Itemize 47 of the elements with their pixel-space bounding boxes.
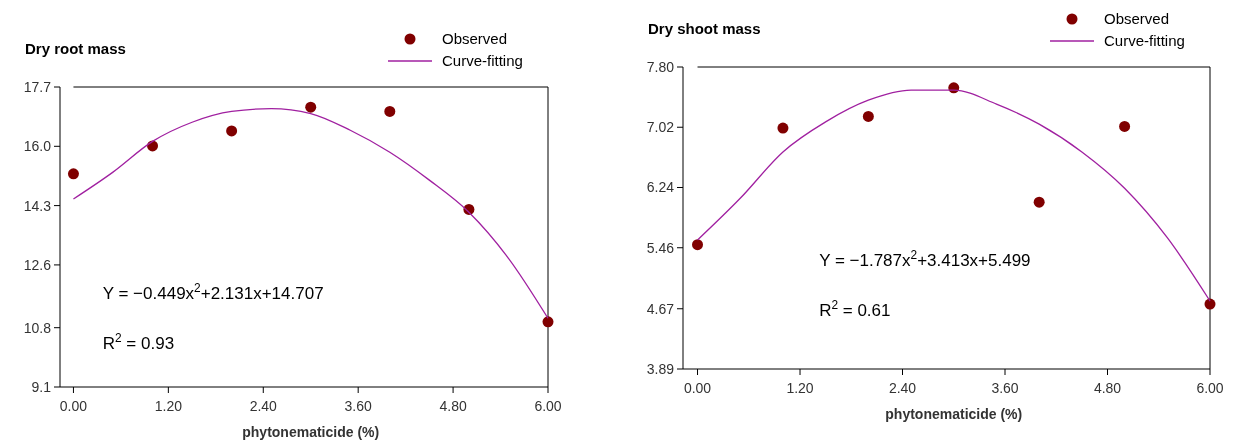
- point: [67, 168, 79, 180]
- y-tick-label: 6.24: [646, 179, 675, 196]
- y-tick-label: 12.6: [23, 256, 52, 273]
- point: [1119, 120, 1131, 132]
- x-tick-label: 3.60: [991, 380, 1019, 396]
- legend-label: Observed: [1104, 10, 1170, 28]
- annotation: Y = −0.449x$^{2}$+2.131x+14.707: [102, 281, 324, 303]
- point: [777, 122, 789, 134]
- legend-label: Curve-fitting: [442, 52, 523, 70]
- annotation: Y = −1.787x$^{2}$+3.413x+5.499: [819, 248, 1031, 270]
- y-tick-label: 10.8: [23, 319, 52, 336]
- x-tick-label: 3.60: [344, 398, 373, 414]
- annotation: R$^{2}$ = 0.93: [102, 331, 175, 353]
- x-axis-title: phytonematicide (%): [242, 424, 380, 440]
- y-tick-label: 17.7: [23, 78, 52, 95]
- point: [384, 105, 396, 117]
- point: [1033, 196, 1045, 208]
- y-tick-label: 14.3: [23, 197, 52, 214]
- y-tick-label: 3.89: [646, 360, 675, 377]
- x-tick-label: 4.80: [1093, 380, 1122, 396]
- point: [226, 125, 238, 137]
- chart-title: Dry root mass: [25, 40, 126, 57]
- y-tick-label: 16.0: [23, 138, 52, 155]
- legend-label: Curve-fitting: [1104, 32, 1185, 50]
- point: [862, 110, 874, 122]
- x-axis-title: phytonematicide (%): [885, 406, 1023, 422]
- x-tick-label: 4.80: [439, 398, 467, 414]
- y-tick-label: 7.80: [646, 58, 675, 75]
- x-tick-label: 2.40: [249, 398, 278, 414]
- point: [305, 101, 317, 113]
- x-tick-label: 1.20: [786, 380, 814, 396]
- x-tick-label: 6.00: [1196, 380, 1224, 396]
- y-tick-label: 7.02: [646, 119, 675, 136]
- chart-title: Dry shoot mass: [648, 20, 761, 37]
- x-tick-label: 6.00: [534, 398, 562, 414]
- point: [1204, 298, 1216, 310]
- y-tick-label: 4.67: [646, 300, 675, 317]
- annotation: R$^{2}$ = 0.61: [819, 298, 891, 320]
- x-tick-label: 0.00: [683, 380, 712, 396]
- x-tick-label: 0.00: [59, 398, 88, 414]
- point: [542, 316, 554, 328]
- y-tick-label: 5.46: [646, 239, 675, 256]
- x-tick-label: 2.40: [888, 380, 917, 396]
- y-tick-label: 9.1: [31, 378, 52, 395]
- legend-label: Observed: [442, 30, 508, 48]
- x-tick-label: 1.20: [154, 398, 183, 414]
- point: [692, 239, 704, 251]
